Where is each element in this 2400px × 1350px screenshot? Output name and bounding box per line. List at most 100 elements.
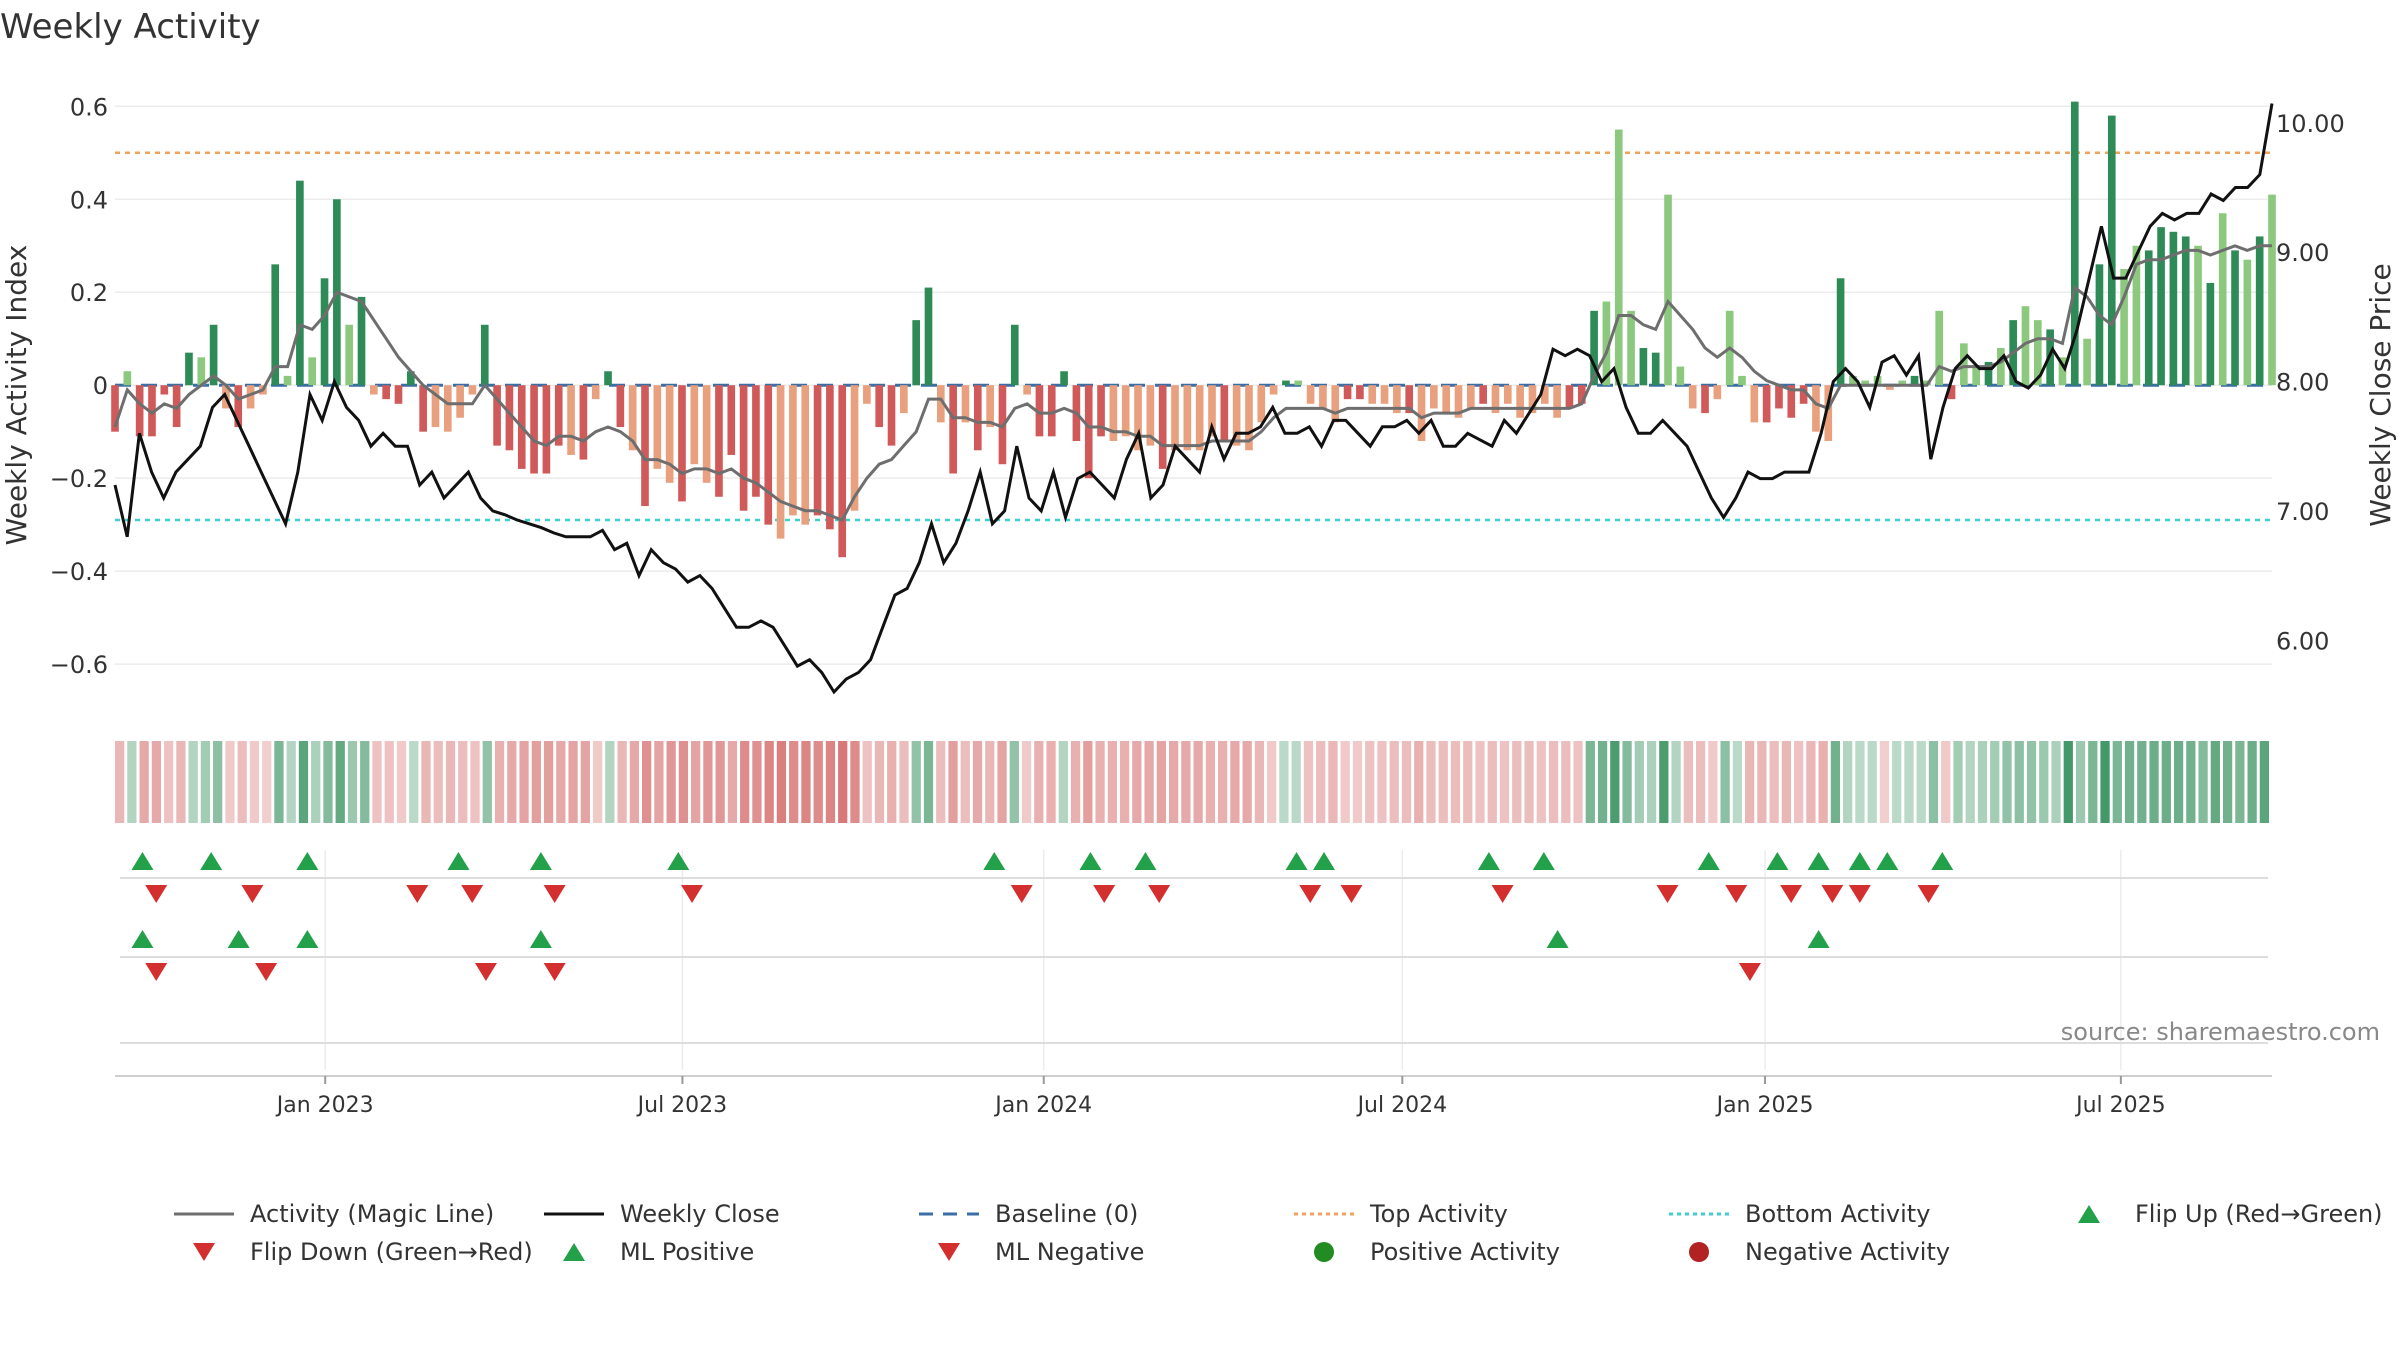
heat-cell [115,741,125,823]
heat-cell [776,741,787,823]
activity-bar [2144,250,2153,386]
activity-bar [567,385,575,455]
heat-cell [2173,741,2184,823]
activity-bar [1343,385,1352,400]
activity-bar [111,385,119,432]
flip-up-marker [1876,852,1899,870]
heat-cell [985,741,995,823]
activity-bar [752,385,760,497]
activity-bar [2107,115,2116,386]
activity-bar [370,385,378,395]
activity-bar [1639,348,1648,386]
activity-bar [887,385,896,446]
heat-cell [1377,741,1387,823]
heat-cell [151,741,162,823]
heat-cell [1254,741,1265,823]
activity-bar [2268,194,2276,386]
heat-cell [887,741,897,823]
heat-cell [1536,741,1546,823]
activity-bar [1380,385,1389,404]
heat-cell [1218,741,1228,823]
heat-cell [311,741,321,823]
legend-label: Weekly Close [620,1200,780,1228]
heat-cell [188,741,198,823]
flip-down-marker [543,885,566,903]
magic-line [113,244,2272,522]
flip-up-marker [1848,852,1871,870]
flip-down-marker [241,885,264,903]
heat-cell [2198,741,2208,823]
activity-bar [2070,101,2079,386]
flip-up-marker [227,930,250,948]
heat-cell [1205,741,1216,823]
heat-cell [1389,741,1399,823]
heat-cell [1340,741,1350,823]
flip-down-marker [1656,885,1679,903]
activity-bar [1035,385,1044,437]
heat-cell [409,741,419,823]
activity-bar [924,287,933,386]
activity-bar [1836,278,1845,386]
heat-cell [213,741,223,823]
legend-swatch-circle-icon [1290,1240,1358,1264]
y-tick-label: −0.4 [50,558,108,586]
heat-cell [1352,741,1363,823]
heat-cell [556,741,566,823]
heat-cell [1622,741,1632,823]
heat-cell [1916,741,1926,823]
flip-up-marker [529,852,552,870]
activity-bar [1799,385,1808,404]
activity-bar [1269,385,1278,395]
activity-bar [209,324,218,386]
heat-cell [678,741,689,823]
activity-bar [419,385,427,432]
activity-bar [973,385,982,451]
heat-cell [1328,741,1338,823]
activity-bar [1997,348,2005,386]
legend-label: Top Activity [1370,1200,1508,1228]
activity-bar [1454,385,1463,418]
y2-axis-label: Weekly Close Price [2364,263,2397,526]
x-axis: Jan 2023 Jul 2023 Jan 2024 Jul 2024 Jan 2025… [115,1075,2272,1118]
activity-bar [1664,194,1672,386]
flip-down-marker [1917,885,1940,903]
heat-cell [862,741,872,823]
heat-cell [1781,741,1792,823]
activity-bar [1688,385,1697,409]
activity-bar [1232,385,1241,446]
activity-bar [1787,385,1796,418]
legend-swatch-up-icon [540,1240,608,1264]
flip-up-marker [200,852,223,870]
activity-bar [1208,385,1216,437]
legend-label: ML Positive [620,1238,755,1266]
activity-bar [382,385,390,400]
heat-cell [1512,741,1522,823]
activity-bar [357,296,366,386]
heat-cell [298,741,309,823]
heat-cell [727,741,738,823]
heat-cell [1438,741,1448,823]
heat-cell [1365,741,1375,823]
activity-bar [554,385,563,446]
activity-bar [123,371,132,386]
activity-bar [1602,301,1611,386]
activity-bar [1935,310,1944,386]
weekly-close-line [113,103,2274,695]
heat-cell [1034,741,1044,823]
heat-cell [629,741,639,823]
flip-down-marker [474,963,497,981]
heat-cell [1083,741,1093,823]
legend-swatch-down-icon [170,1240,238,1264]
heat-cell [1009,741,1019,823]
heat-cell [2235,741,2245,823]
heat-cell [801,741,811,823]
heat-cell [2112,741,2122,823]
flip-down-marker [1010,885,1033,903]
heat-cell [1941,741,1951,823]
legend-label: Baseline (0) [995,1200,1139,1228]
activity-bar [1886,385,1894,390]
flip-up-marker [1313,852,1336,870]
activity-bar [1467,385,1475,409]
flip-up-marker [1079,852,1102,870]
activity-bar [690,385,699,465]
